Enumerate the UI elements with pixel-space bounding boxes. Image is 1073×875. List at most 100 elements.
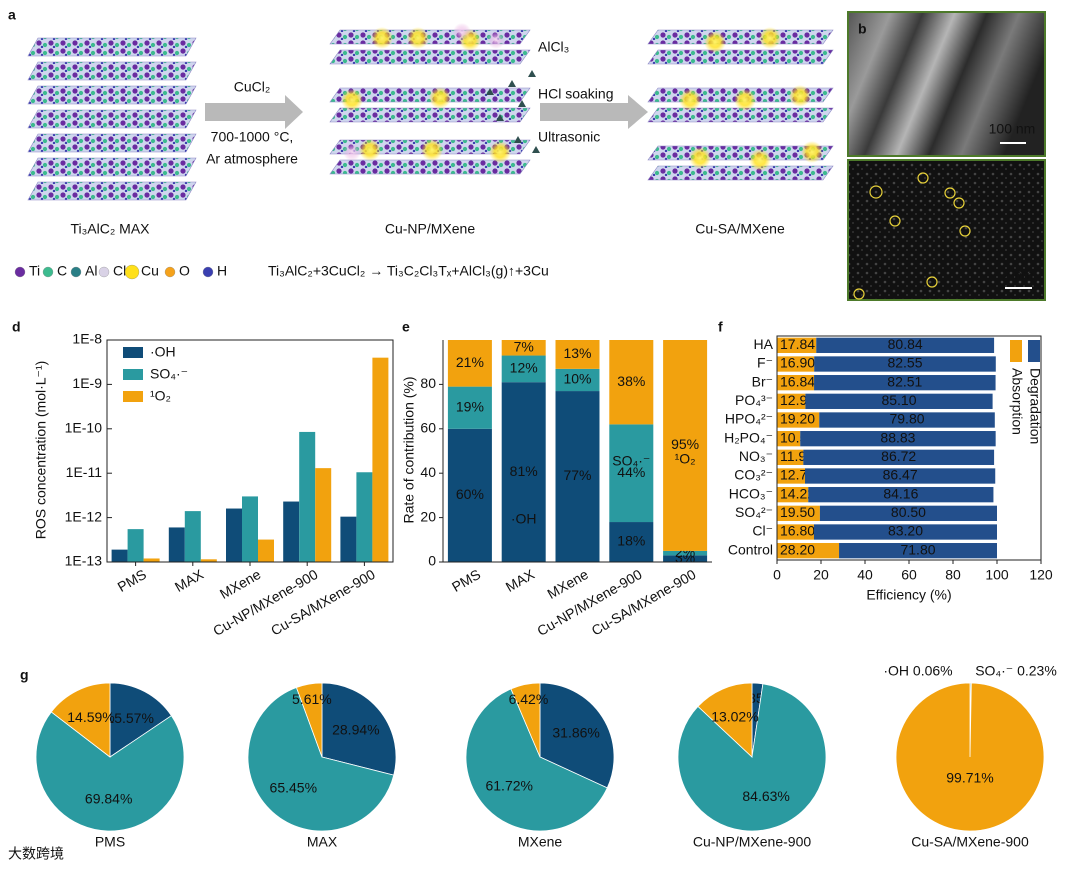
cu-atom — [489, 141, 511, 163]
condition-label: CuCl₂ — [234, 79, 271, 95]
legend-label: C — [57, 263, 67, 279]
step-label: Cu-NP/MXene — [385, 221, 475, 237]
data-label: 71.80 — [900, 541, 935, 557]
legend-label: ¹O₂ — [150, 388, 171, 404]
bar-segment — [777, 505, 820, 521]
bar-segment — [663, 550, 708, 556]
legend-atom — [124, 264, 140, 280]
legend-label: Cu — [141, 263, 159, 279]
data-label: 19.20 — [780, 411, 815, 427]
data-label: 28.20 — [780, 541, 815, 557]
cu-atom — [704, 31, 726, 53]
y-tick-label: H₂PO₄⁻ — [724, 429, 773, 445]
watermark: 大数跨境 — [8, 846, 64, 862]
bar — [299, 431, 316, 562]
lattice-layer — [27, 157, 197, 177]
bar — [226, 508, 242, 562]
legend-atom — [14, 266, 26, 278]
legend-atom — [98, 266, 110, 278]
pie-slice — [109, 682, 172, 758]
pie-slice — [35, 711, 185, 832]
data-label: 15.57% — [106, 710, 153, 726]
data-label: 21% — [456, 354, 484, 370]
y-tick-label: SO₄²⁻ — [735, 504, 773, 520]
cu-atom — [749, 149, 771, 171]
data-label: 19% — [456, 398, 484, 414]
x-tick-label: MXene — [217, 566, 264, 602]
bar-segment — [555, 368, 600, 392]
lattice-layer — [27, 61, 197, 81]
bar-segment — [663, 340, 708, 551]
panel-label: c — [858, 169, 866, 185]
bar-segment — [777, 393, 806, 409]
cl-atom — [453, 23, 471, 41]
lattice-layer — [647, 49, 834, 65]
bar-segment — [805, 393, 993, 409]
pie-slice — [50, 682, 111, 758]
x-axis-label: Efficiency (%) — [866, 587, 951, 603]
scale-label: 100 nm — [989, 121, 1036, 137]
data-label: 79.80 — [889, 411, 924, 427]
data-label: 60% — [456, 486, 484, 502]
x-tick-label: MAX — [172, 566, 207, 595]
bar-segment — [803, 449, 995, 465]
bar-segment — [555, 340, 600, 369]
lattice-layer — [27, 37, 197, 57]
data-label: 88.83 — [880, 429, 915, 445]
x-tick-label: 0 — [773, 567, 781, 583]
condition-label: HCl soaking — [538, 86, 613, 102]
pie-slice — [895, 682, 1045, 832]
data-label: 17.84 — [780, 336, 815, 352]
data-label: 77% — [563, 467, 591, 483]
single-atom-markers — [853, 172, 971, 300]
data-label: SO₄·⁻ 0.23% — [975, 663, 1057, 679]
y-tick-label: HPO₄²⁻ — [725, 411, 773, 427]
bar-segment — [501, 355, 546, 383]
bar-segment — [777, 431, 801, 447]
bar-segment — [800, 431, 996, 447]
pie-title: PMS — [95, 834, 125, 850]
data-label: 82.51 — [887, 373, 922, 389]
y-tick-label: 0 — [428, 553, 436, 569]
y-tick-label: Cl⁻ — [752, 523, 773, 539]
x-tick-label: PMS — [449, 566, 483, 595]
x-tick-label: 40 — [857, 567, 873, 583]
data-label: 84.16 — [883, 485, 918, 501]
annotation: ¹O₂ — [675, 451, 696, 467]
cu-atom — [341, 89, 363, 111]
lattice-layer — [329, 107, 531, 123]
cu-atom — [371, 27, 393, 49]
y-tick-label: 1E-8 — [72, 331, 102, 347]
bar-segment — [839, 543, 997, 559]
y-tick-label: HA — [754, 336, 774, 352]
pie-slice — [321, 682, 397, 776]
pie-title: Cu-NP/MXene-900 — [693, 834, 811, 850]
data-label: 18% — [617, 533, 645, 549]
pie-title: MAX — [307, 834, 338, 850]
cl-atom — [487, 31, 505, 49]
pie-title: MXene — [518, 834, 563, 850]
data-label: 44% — [617, 464, 645, 480]
x-tick-label: 20 — [813, 567, 829, 583]
legend-atom — [70, 266, 82, 278]
cl-atom — [343, 143, 361, 161]
data-label: 82.55 — [887, 355, 922, 371]
sem-image — [847, 11, 1046, 157]
data-label: 7% — [514, 338, 534, 354]
data-label: 19.50 — [780, 504, 815, 520]
legend-label: Al — [85, 263, 97, 279]
data-label: 86.47 — [883, 467, 918, 483]
data-label: 83.20 — [888, 523, 923, 539]
pie-slice — [247, 687, 395, 832]
y-tick-label: Br⁻ — [752, 373, 773, 389]
y-tick-label: 1E-11 — [66, 464, 103, 480]
arrows — [205, 95, 648, 129]
data-label: 31.86% — [552, 725, 599, 741]
panel-label: e — [402, 319, 410, 335]
bar-segment — [813, 524, 997, 540]
legend-label: Degradation — [1027, 368, 1043, 444]
bar-segment — [777, 524, 814, 540]
bar-segment — [777, 468, 806, 484]
alcl3-molecule — [496, 114, 504, 121]
bar — [168, 527, 185, 562]
